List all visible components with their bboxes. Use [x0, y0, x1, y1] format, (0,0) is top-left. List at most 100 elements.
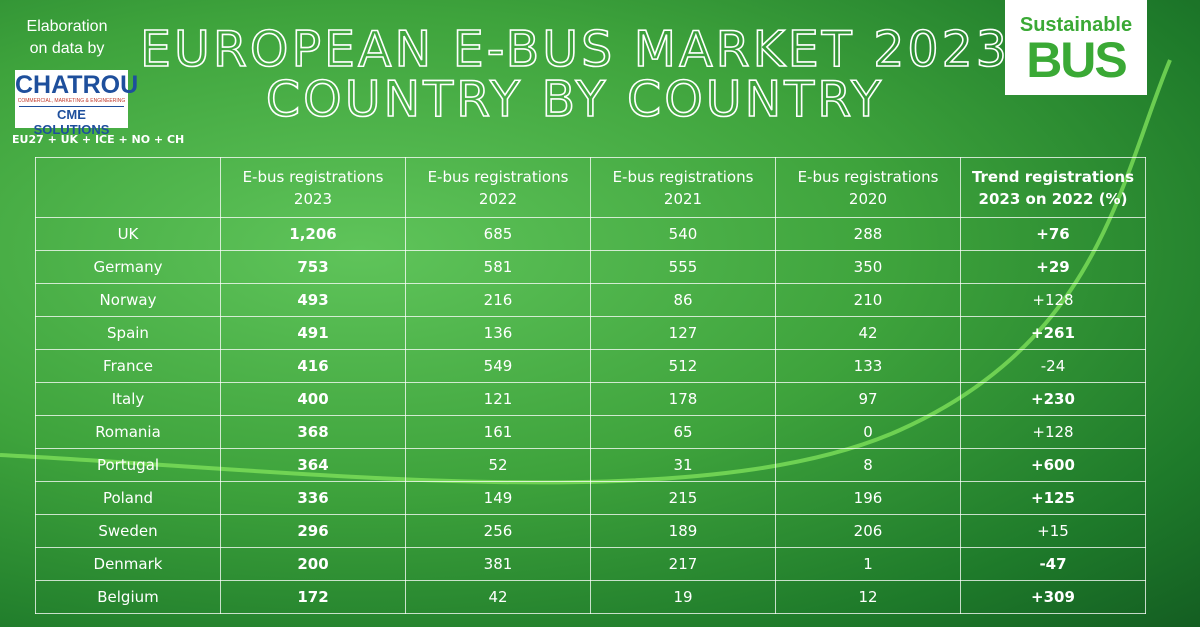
cell: 0 [775, 415, 961, 449]
cell: +29 [960, 250, 1146, 284]
cell: 400 [220, 382, 406, 416]
cell: 42 [405, 580, 591, 614]
logo-name: CHATROU [15, 71, 139, 99]
cell: 549 [405, 349, 591, 383]
table-body: UK 1,206 685 540 288 +76 Germany 753 581 555 350 +2… [35, 217, 1146, 614]
cell: 217 [590, 547, 776, 581]
cell: 8 [775, 448, 961, 482]
cell: 210 [775, 283, 961, 317]
cell: 256 [405, 514, 591, 548]
table-row: Romania 368 161 65 0 +128 [35, 415, 1146, 449]
cell: 65 [590, 415, 776, 449]
source-logo: CHATROU COMMERCIAL, MARKETING & ENGINEERI… [15, 70, 139, 137]
table-row: Spain 491 136 127 42 +261 [35, 316, 1146, 350]
table-row: UK 1,206 685 540 288 +76 [35, 217, 1146, 251]
column-header: E-bus registrations 2020 [775, 157, 961, 218]
table: E-bus registrations 2023 E-bus registrati… [35, 157, 1146, 614]
cell: +230 [960, 382, 1146, 416]
column-header: Trend registrations 2023 on 2022 (%) [960, 157, 1146, 218]
cell: 350 [775, 250, 961, 284]
cell: 127 [590, 316, 776, 350]
credit-line: Elaboration [26, 18, 108, 35]
table-row: Belgium 172 42 19 12 +309 [35, 580, 1146, 614]
cell: +125 [960, 481, 1146, 515]
table-row: Portugal 364 52 31 8 +600 [35, 448, 1146, 482]
cell: 178 [590, 382, 776, 416]
cell: 540 [590, 217, 776, 251]
cell: 753 [220, 250, 406, 284]
cell: 206 [775, 514, 961, 548]
cell: 200 [220, 547, 406, 581]
cell: +15 [960, 514, 1146, 548]
brand-line: BUS [1026, 32, 1128, 88]
table-row: Denmark 200 381 217 1 -47 [35, 547, 1146, 581]
table-row: Italy 400 121 178 97 +230 [35, 382, 1146, 416]
cell: 364 [220, 448, 406, 482]
cell: +261 [960, 316, 1146, 350]
country: France [35, 349, 221, 383]
cell: 161 [405, 415, 591, 449]
cell: 381 [405, 547, 591, 581]
cell: 493 [220, 283, 406, 317]
cell: 19 [590, 580, 776, 614]
cell: 52 [405, 448, 591, 482]
cell: 1 [775, 547, 961, 581]
country: Norway [35, 283, 221, 317]
country: Sweden [35, 514, 221, 548]
title-line: COUNTRY BY COUNTRY [266, 71, 884, 128]
cell: 97 [775, 382, 961, 416]
table-row: France 416 549 512 133 -24 [35, 349, 1146, 383]
cell: +76 [960, 217, 1146, 251]
cell: 86 [590, 283, 776, 317]
cell: 149 [405, 481, 591, 515]
title-line: EUROPEAN E-BUS MARKET 2023 [140, 21, 1010, 78]
cell: +128 [960, 283, 1146, 317]
cell: 1,206 [220, 217, 406, 251]
country: Germany [35, 250, 221, 284]
cell: 42 [775, 316, 961, 350]
cell: 136 [405, 316, 591, 350]
cell: 215 [590, 481, 776, 515]
country: UK [35, 217, 221, 251]
logo-sub: CME SOLUTIONS [19, 106, 124, 137]
column-header: E-bus registrations 2023 [220, 157, 406, 218]
cell: +309 [960, 580, 1146, 614]
cell: 512 [590, 349, 776, 383]
cell: -24 [960, 349, 1146, 383]
cell: 555 [590, 250, 776, 284]
cell: 172 [220, 580, 406, 614]
brand-line: Sustainable [1019, 14, 1133, 36]
cell: 296 [220, 514, 406, 548]
scope: EU27 + UK + ICE + NO + CH [12, 133, 185, 146]
country: Romania [35, 415, 221, 449]
country: Spain [35, 316, 221, 350]
brand-logo: Sustainable BUS [1005, 0, 1147, 95]
cell: 685 [405, 217, 591, 251]
cell: 12 [775, 580, 961, 614]
cell: +600 [960, 448, 1146, 482]
cell: 121 [405, 382, 591, 416]
cell: 189 [590, 514, 776, 548]
header-row: E-bus registrations 2023 E-bus registrati… [35, 157, 1146, 218]
cell: 196 [775, 481, 961, 515]
column-header [35, 157, 221, 218]
cell: 368 [220, 415, 406, 449]
cell: 216 [405, 283, 591, 317]
country: Belgium [35, 580, 221, 614]
cell: 416 [220, 349, 406, 383]
cell: 288 [775, 217, 961, 251]
country: Portugal [35, 448, 221, 482]
table-row: Norway 493 216 86 210 +128 [35, 283, 1146, 317]
cell: 581 [405, 250, 591, 284]
cell: -47 [960, 547, 1146, 581]
country: Italy [35, 382, 221, 416]
cell: 31 [590, 448, 776, 482]
table-row: Germany 753 581 555 350 +29 [35, 250, 1146, 284]
logo-tagline: COMMERCIAL, MARKETING & ENGINEERING [17, 98, 126, 104]
cell: 336 [220, 481, 406, 515]
column-header: E-bus registrations 2021 [590, 157, 776, 218]
country: Poland [35, 481, 221, 515]
country: Denmark [35, 547, 221, 581]
